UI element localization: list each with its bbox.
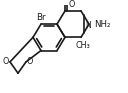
Text: O: O (69, 0, 75, 9)
Text: O: O (27, 57, 33, 66)
Text: CH₃: CH₃ (76, 41, 90, 50)
Text: NH₂: NH₂ (94, 20, 110, 29)
Text: O: O (3, 57, 9, 66)
Text: N: N (85, 21, 91, 30)
Text: Br: Br (36, 13, 46, 22)
